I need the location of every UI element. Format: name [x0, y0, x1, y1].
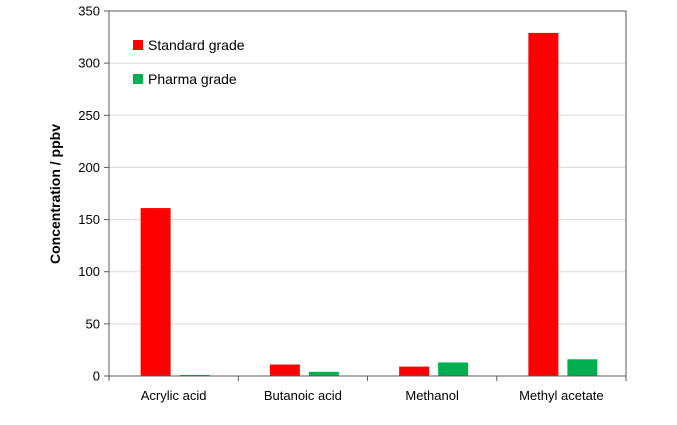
x-tick-labels: Acrylic acid Butanoic acid Methanol Methyl …	[141, 388, 604, 403]
bar-standard-grade	[269, 364, 300, 376]
y-axis-title: Concentration / ppbv	[47, 124, 63, 264]
x-tick-label: Acrylic acid	[141, 388, 207, 403]
bar-pharma-grade	[567, 359, 598, 376]
legend-swatch	[133, 40, 143, 50]
bar-standard-grade	[399, 366, 430, 376]
y-tick-label: 0	[93, 369, 100, 384]
legend-label: Pharma grade	[148, 71, 237, 87]
bar-standard-grade	[528, 32, 559, 377]
y-tick-label: 100	[78, 264, 100, 279]
legend-label: Standard grade	[148, 37, 245, 53]
y-tick-label: 250	[78, 108, 100, 123]
bar-pharma-grade	[179, 374, 210, 376]
legend-swatch	[133, 74, 143, 84]
y-tick-label: 350	[78, 4, 100, 19]
x-tick-label: Methyl acetate	[519, 388, 604, 403]
axes	[104, 10, 627, 381]
bar-pharma-grade	[308, 371, 339, 376]
y-tick-labels: 0 50 100 150 200 250 300 350	[78, 4, 100, 384]
bar-standard-grade	[140, 208, 171, 376]
bar-pharma-grade	[438, 362, 469, 376]
y-tick-label: 200	[78, 160, 100, 175]
y-tick-label: 300	[78, 56, 100, 71]
y-tick-label: 150	[78, 212, 100, 227]
legend: Standard grade Pharma grade	[133, 37, 245, 87]
bars	[140, 32, 598, 377]
x-tick-label: Methanol	[405, 388, 459, 403]
y-tick-label: 50	[86, 316, 100, 331]
x-tick-label: Butanoic acid	[264, 388, 342, 403]
